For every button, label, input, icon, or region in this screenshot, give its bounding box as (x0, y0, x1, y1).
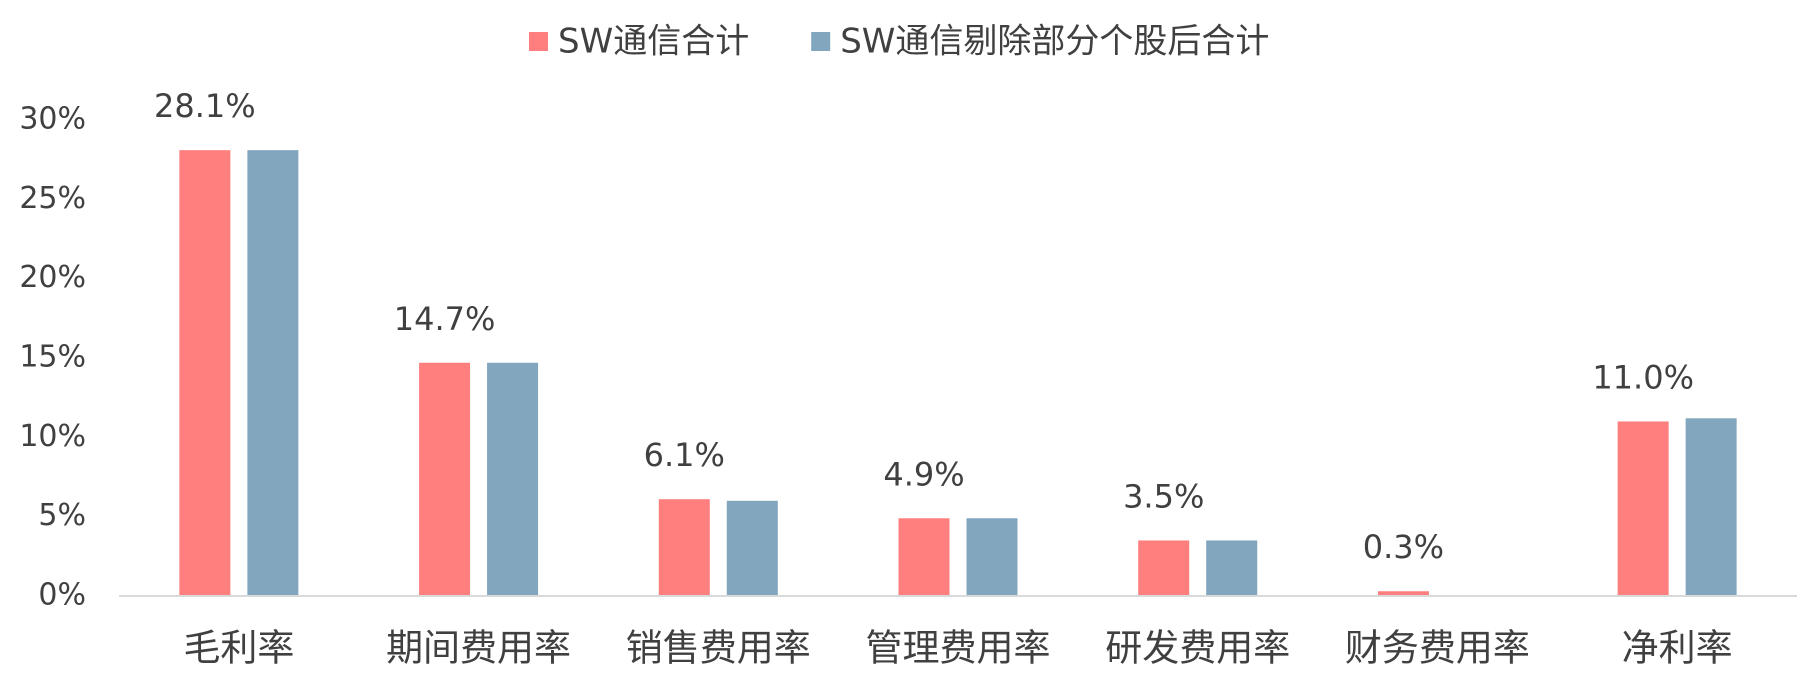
x-tick-label: 期间费用率 (386, 627, 571, 670)
bar (658, 499, 710, 596)
bar (247, 150, 299, 596)
data-label: 28.1% (154, 87, 256, 125)
bar (1685, 418, 1737, 596)
bar (966, 518, 1018, 596)
data-label: 0.3% (1363, 528, 1444, 566)
data-label: 11.0% (1592, 358, 1694, 396)
x-tick-label: 销售费用率 (626, 627, 811, 670)
x-tick-label: 研发费用率 (1105, 627, 1290, 670)
bar (487, 362, 539, 596)
data-label: 14.7% (394, 300, 496, 338)
x-tick-label: 财务费用率 (1345, 627, 1530, 670)
bar (419, 362, 471, 596)
data-label: 3.5% (1123, 477, 1204, 515)
bar (179, 150, 231, 596)
bar (726, 500, 778, 596)
y-tick-label: 10% (19, 419, 86, 454)
data-label: 6.1% (644, 436, 725, 474)
legend-swatch (529, 32, 548, 51)
bar (1206, 540, 1258, 596)
y-tick-label: 20% (19, 260, 86, 295)
y-tick-label: 25% (19, 181, 86, 216)
bar (1377, 591, 1429, 596)
y-tick-label: 15% (19, 340, 86, 375)
y-tick-label: 5% (38, 498, 86, 533)
x-tick-label: 管理费用率 (866, 627, 1051, 670)
y-tick-label: 30% (19, 102, 86, 137)
x-tick-label: 净利率 (1622, 627, 1733, 670)
data-label: 4.9% (883, 455, 964, 493)
legend-label: SW通信合计 (558, 22, 749, 62)
legend-label: SW通信剔除部分个股后合计 (840, 22, 1269, 62)
legend-swatch (811, 32, 831, 51)
bar (1617, 421, 1669, 596)
x-tick-label: 毛利率 (183, 627, 294, 670)
bar (898, 518, 950, 596)
y-tick-label: 0% (38, 578, 86, 613)
bar (1138, 540, 1190, 596)
